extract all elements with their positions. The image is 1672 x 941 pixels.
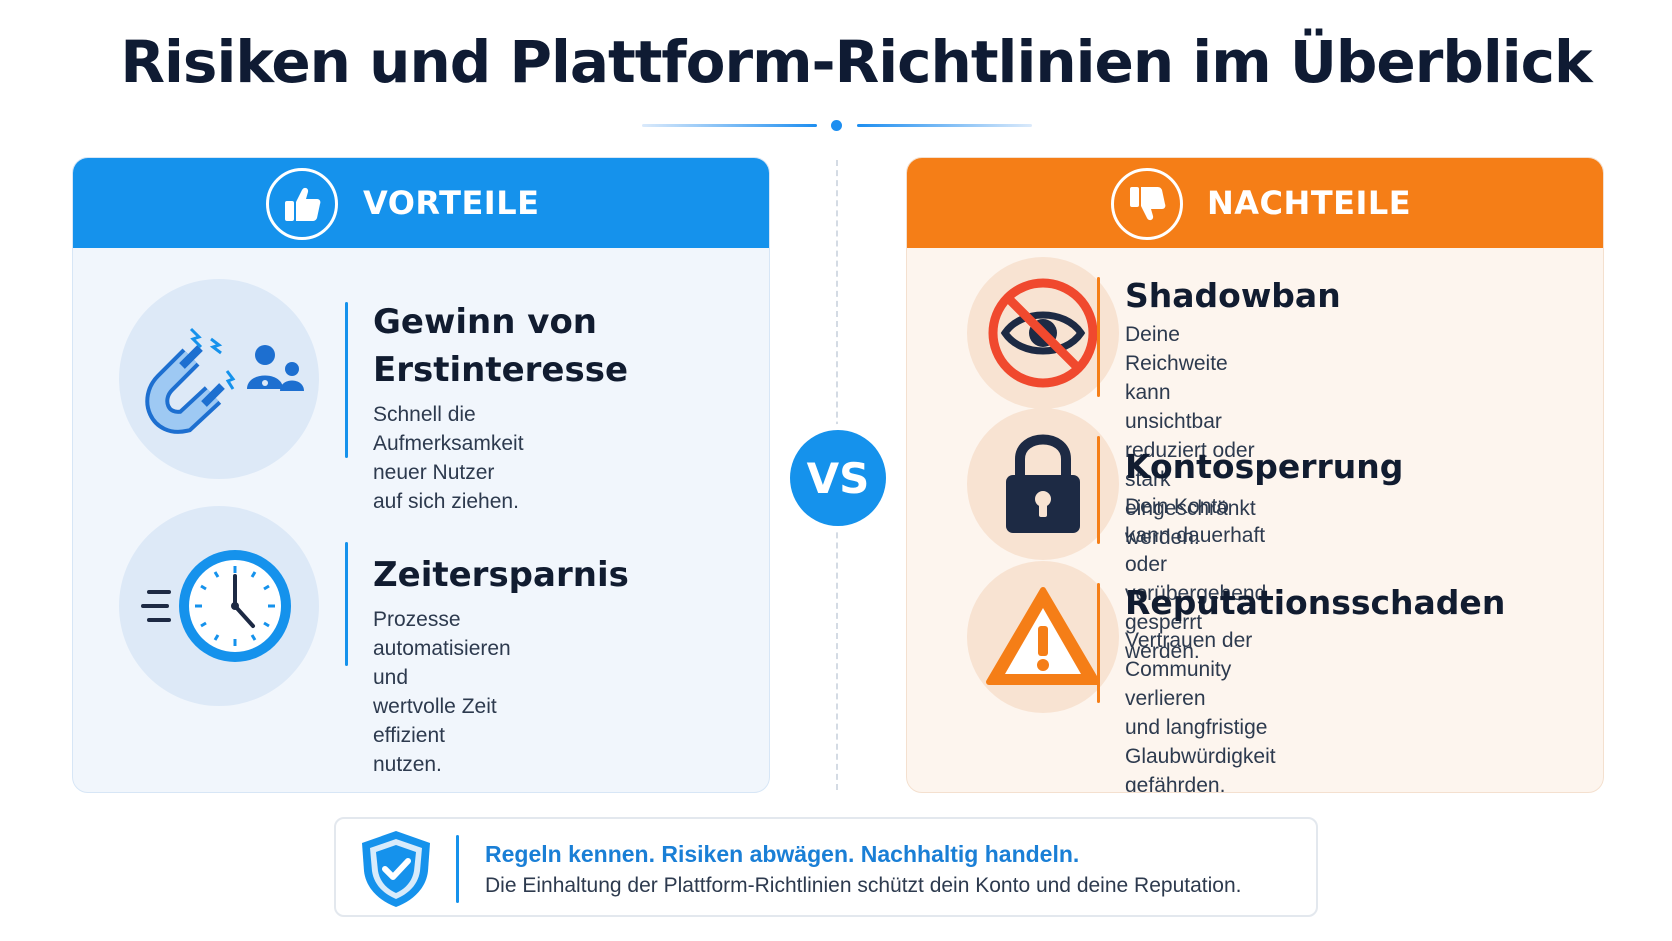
footer-note: Regeln kennen. Risiken abwägen. Nachhalt… — [334, 817, 1318, 917]
accent-bar — [1097, 436, 1100, 544]
accent-bar — [345, 542, 348, 666]
disadvantages-title: NACHTEILE — [1207, 184, 1412, 222]
magnet-attract-users-icon — [119, 279, 319, 479]
page-title: Risiken und Plattform-Richtlinien im Übe… — [120, 28, 1592, 96]
shield-check-icon — [356, 827, 436, 911]
fast-clock-icon — [119, 506, 319, 706]
thumbs-up-icon — [266, 168, 338, 240]
accent-bar — [456, 835, 459, 903]
disadvantages-header: NACHTEILE — [907, 158, 1603, 248]
disadvantage-description: Deine Reichweite kann unsichtbar reduzie… — [1125, 323, 1256, 549]
accent-bar — [1097, 277, 1100, 397]
disadvantage-title: Reputationsschaden — [1125, 583, 1506, 622]
advantage-description: Schnell die Aufmerksamkeit neuer Nutzer … — [373, 403, 524, 513]
warning-triangle-icon — [967, 561, 1119, 713]
title-divider — [642, 118, 1032, 132]
thumbs-down-icon — [1111, 168, 1183, 240]
disadvantages-panel: NACHTEILE Shadowban Deine Reichweite kan… — [906, 157, 1604, 793]
accent-bar — [345, 302, 348, 458]
vs-badge: VS — [790, 430, 886, 526]
advantages-panel: VORTEILE Gewinn von Erstinteresse — [72, 157, 770, 793]
advantage-description: Prozesse automatisieren und wertvolle Ze… — [373, 608, 511, 776]
eye-crossed-icon — [967, 257, 1119, 409]
disadvantage-title: Shadowban — [1125, 276, 1341, 315]
advantage-title: Gewinn von Erstinteresse — [373, 302, 629, 390]
disadvantage-description: Dein Konto kann dauerhaft oder vorüberge… — [1125, 495, 1267, 663]
disadvantage-description: Vertrauen der Community verlieren und la… — [1125, 629, 1276, 793]
advantages-header: VORTEILE — [73, 158, 769, 248]
footer-headline: Regeln kennen. Risiken abwägen. Nachhalt… — [485, 841, 1080, 867]
padlock-icon — [967, 408, 1119, 560]
accent-bar — [1097, 583, 1100, 703]
disadvantage-title: Kontosperrung — [1125, 447, 1404, 486]
footer-text: Die Einhaltung der Plattform-Richtlinien… — [485, 874, 1242, 897]
advantage-title: Zeitersparnis — [373, 555, 629, 595]
advantages-title: VORTEILE — [363, 184, 540, 222]
